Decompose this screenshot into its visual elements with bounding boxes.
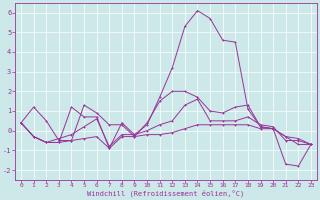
X-axis label: Windchill (Refroidissement éolien,°C): Windchill (Refroidissement éolien,°C)	[87, 190, 244, 197]
